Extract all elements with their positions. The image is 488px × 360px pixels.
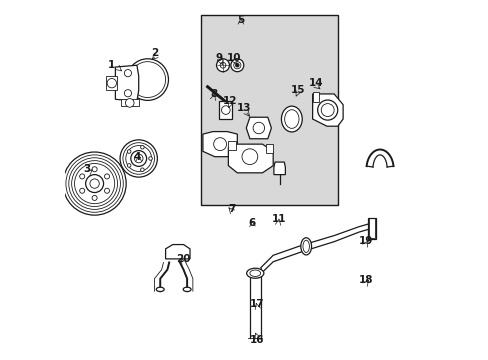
Polygon shape — [312, 94, 343, 126]
Circle shape — [131, 150, 146, 166]
Text: 12: 12 — [223, 96, 237, 106]
Bar — [106, 76, 117, 90]
Polygon shape — [165, 244, 190, 259]
Text: 14: 14 — [308, 78, 323, 88]
Circle shape — [127, 150, 131, 153]
Text: 17: 17 — [249, 299, 264, 309]
Bar — [368, 219, 375, 238]
Bar — [121, 99, 139, 107]
Text: 19: 19 — [359, 236, 373, 246]
Circle shape — [124, 69, 131, 77]
Text: 5: 5 — [237, 15, 244, 26]
Text: 16: 16 — [249, 334, 264, 345]
Text: 9: 9 — [215, 53, 223, 63]
Circle shape — [235, 63, 239, 67]
Circle shape — [92, 167, 97, 172]
Text: 13: 13 — [237, 103, 251, 113]
Circle shape — [317, 100, 337, 120]
Circle shape — [80, 188, 84, 193]
Text: 10: 10 — [226, 53, 241, 63]
Circle shape — [92, 195, 97, 201]
Ellipse shape — [183, 287, 191, 292]
Bar — [367, 218, 375, 239]
Circle shape — [129, 62, 165, 98]
Text: 20: 20 — [176, 254, 190, 264]
Ellipse shape — [156, 287, 164, 292]
Circle shape — [104, 188, 109, 193]
Circle shape — [134, 154, 142, 163]
Text: 8: 8 — [210, 89, 217, 99]
Polygon shape — [246, 117, 271, 139]
Polygon shape — [273, 162, 285, 175]
Circle shape — [230, 59, 244, 72]
Text: 3: 3 — [83, 164, 90, 174]
Text: 2: 2 — [151, 48, 158, 58]
Polygon shape — [115, 65, 139, 101]
Text: 4: 4 — [133, 152, 141, 162]
Bar — [265, 144, 273, 153]
Circle shape — [80, 174, 84, 179]
Circle shape — [148, 157, 152, 160]
Polygon shape — [228, 144, 273, 173]
Circle shape — [104, 174, 109, 179]
Circle shape — [216, 59, 229, 72]
Text: 6: 6 — [247, 218, 255, 228]
Circle shape — [213, 138, 226, 150]
Circle shape — [120, 140, 157, 177]
Bar — [312, 92, 319, 102]
Ellipse shape — [246, 268, 264, 278]
Text: 15: 15 — [290, 85, 304, 95]
Text: 1: 1 — [108, 60, 115, 70]
Text: 18: 18 — [359, 275, 373, 285]
Circle shape — [125, 99, 134, 107]
Circle shape — [233, 62, 241, 69]
Circle shape — [220, 62, 225, 68]
Circle shape — [221, 106, 230, 114]
Circle shape — [63, 152, 126, 215]
Circle shape — [140, 145, 144, 149]
Circle shape — [127, 164, 131, 167]
Circle shape — [90, 179, 99, 188]
Circle shape — [85, 175, 103, 193]
Circle shape — [140, 168, 144, 171]
Polygon shape — [203, 132, 237, 157]
Text: 7: 7 — [228, 204, 235, 214]
Bar — [228, 140, 235, 149]
Bar — [201, 15, 337, 205]
Text: 11: 11 — [271, 215, 285, 224]
Circle shape — [107, 78, 116, 88]
Ellipse shape — [300, 238, 311, 255]
Circle shape — [126, 59, 168, 100]
Circle shape — [124, 90, 131, 97]
Ellipse shape — [281, 106, 302, 132]
Bar — [219, 102, 232, 119]
